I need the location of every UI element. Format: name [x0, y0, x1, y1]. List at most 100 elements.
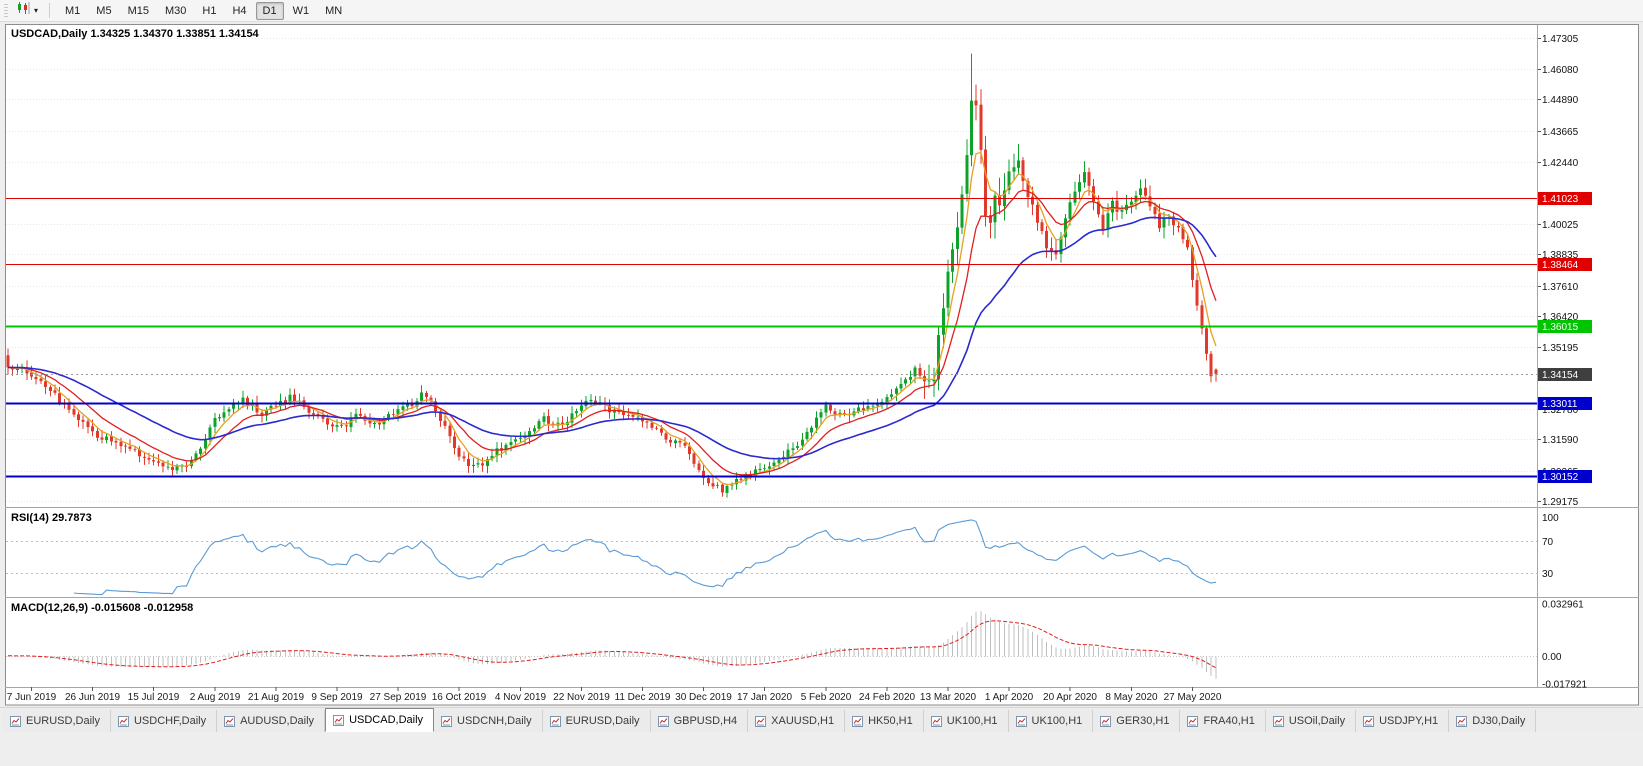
- time-axis-label: 27 May 2020: [1164, 692, 1222, 703]
- current-price-marker: 1.34154: [6, 368, 1592, 381]
- timeframe-button-h4[interactable]: H4: [225, 2, 253, 20]
- macd-axis-label: 0.032961: [1542, 600, 1584, 611]
- chart-tab-dj30-daily[interactable]: DJ30,Daily: [1449, 710, 1537, 732]
- timeframe-button-d1[interactable]: D1: [255, 1, 284, 20]
- chart-tab-label: USDJPY,H1: [1379, 715, 1439, 727]
- timeframe-button-m30[interactable]: M30: [158, 2, 193, 20]
- price-level-badge: [1538, 320, 1592, 333]
- price-axis-tick: 1.32780: [1542, 405, 1579, 416]
- price-axis-tick: 1.37610: [1542, 282, 1579, 293]
- chart-plot-area[interactable]: [6, 25, 1537, 507]
- chart-tab-fra40-h1[interactable]: FRA40,H1: [1180, 710, 1266, 732]
- time-axis-label: 24 Feb 2020: [859, 692, 916, 703]
- price-axis-tick: 1.35195: [1542, 343, 1579, 354]
- rsi-line: [73, 519, 1217, 596]
- time-axis-label: 27 Sep 2019: [370, 692, 427, 703]
- chart-tab-label: USOil,Daily: [1288, 715, 1346, 727]
- price-axis-tick: 1.42440: [1542, 158, 1579, 169]
- chart-tab-label: DJ30,Daily: [1472, 715, 1526, 727]
- chart-tab-usoil-daily[interactable]: USOil,Daily: [1265, 710, 1357, 732]
- time-axis-label: 30 Dec 2019: [675, 692, 732, 703]
- chart-tab-icon: [657, 715, 669, 727]
- chart-tab-label: USDCNH,Daily: [457, 715, 532, 727]
- price-axis-tick: 1.43665: [1542, 127, 1579, 138]
- chart-tab-icon: [852, 715, 864, 727]
- price-level-badge: [1538, 258, 1592, 271]
- chart-tab-label: USDCAD,Daily: [349, 714, 424, 726]
- chart-tab-icon: [441, 715, 453, 727]
- chart-tab-gbpusd-h4[interactable]: GBPUSD,H4: [650, 710, 749, 732]
- time-axis-label: 21 Aug 2019: [248, 692, 305, 703]
- rsi-label: RSI(14) 29.7873: [11, 512, 92, 524]
- chart-tab-ger30-h1[interactable]: GER30,H1: [1093, 710, 1181, 732]
- toolbar-separator: [49, 3, 51, 18]
- chart-tab-uk100-h1[interactable]: UK100,H1: [923, 710, 1009, 732]
- price-axis-tick: 1.29175: [1542, 497, 1579, 508]
- time-axis-label: 8 May 2020: [1105, 692, 1158, 703]
- chart-tab-uk100-h1[interactable]: UK100,H1: [1008, 710, 1094, 732]
- chart-tab-label: UK100,H1: [946, 715, 998, 727]
- chart-tab-usdcnh-daily[interactable]: USDCNH,Daily: [434, 710, 543, 732]
- chart-tab-icon: [224, 715, 236, 727]
- chart-tab-xauusd-h1[interactable]: XAUUSD,H1: [748, 710, 846, 732]
- chart-tab-eurusd-daily[interactable]: EURUSD,Daily: [542, 710, 651, 732]
- time-axis-label: 5 Feb 2020: [801, 692, 852, 703]
- chart-tab-icon: [1015, 715, 1027, 727]
- timeframe-button-m5[interactable]: M5: [89, 2, 118, 20]
- rsi-axis-label: 100: [1542, 513, 1559, 524]
- time-axis[interactable]: 7 Jun 2019 26 Jun 2019 15 Jul 2019 2 Aug 20…: [7, 687, 1222, 703]
- chart-tab-icon: [117, 715, 129, 727]
- macd-axis-label: 0.00: [1542, 652, 1562, 663]
- svg-text:1.33011: 1.33011: [1542, 399, 1578, 410]
- svg-text:1.36015: 1.36015: [1542, 322, 1579, 333]
- svg-text:1.30152: 1.30152: [1542, 472, 1579, 483]
- chart-ohlc-readout: USDCAD,Daily 1.34325 1.34370 1.33851 1.3…: [11, 28, 260, 40]
- moving-average-lines: [7, 151, 1217, 486]
- time-axis-label: 7 Jun 2019: [7, 692, 57, 703]
- dropdown-caret-icon[interactable]: ▾: [34, 5, 39, 15]
- time-axis-label: 2 Aug 2019: [190, 692, 241, 703]
- chart-tab-label: UK100,H1: [1031, 715, 1083, 727]
- chart-type-button[interactable]: ▾: [12, 0, 42, 22]
- macd-histogram: [7, 611, 1217, 679]
- horizontal-lines[interactable]: 1.41023 1.38464 1.36015 1.33011 1.30152: [6, 192, 1592, 483]
- svg-text:1.38464: 1.38464: [1542, 260, 1579, 271]
- chart-tab-label: GBPUSD,H4: [673, 715, 738, 727]
- toolbar-grip[interactable]: [4, 3, 8, 18]
- chart-tab-icon: [930, 715, 942, 727]
- price-level-badge: [1538, 397, 1592, 410]
- macd-label: MACD(12,26,9) -0.015608 -0.012958: [11, 602, 193, 614]
- macd-pane[interactable]: 0.032961 0.00 -0.017921 MACD(12,26,9) -0.01…: [6, 600, 1587, 691]
- timeframe-button-w1[interactable]: W1: [286, 2, 317, 20]
- time-axis-label: 1 Apr 2020: [985, 692, 1034, 703]
- slow-ma-line: [7, 216, 1217, 460]
- chart-tab-usdjpy-h1[interactable]: USDJPY,H1: [1356, 710, 1450, 732]
- svg-text:1.34154: 1.34154: [1542, 370, 1579, 381]
- medium-ma-line: [7, 189, 1217, 476]
- price-chart-svg[interactable]: 1.47305 1.46080 1.44890 1.43665 1.42440 1.400…: [0, 0, 1643, 707]
- chart-tab-label: USDCHF,Daily: [133, 715, 207, 727]
- time-axis-label: 4 Nov 2019: [495, 692, 547, 703]
- timeframe-button-m15[interactable]: M15: [121, 2, 156, 20]
- chart-tab-eurusd-daily[interactable]: EURUSD,Daily: [3, 710, 111, 732]
- price-level-badge: [1538, 192, 1592, 205]
- timeframe-button-h1[interactable]: H1: [195, 2, 223, 20]
- chart-tab-icon: [1187, 715, 1199, 727]
- chart-tab-hk50-h1[interactable]: HK50,H1: [845, 710, 924, 732]
- price-axis-tick: 1.44890: [1542, 95, 1579, 106]
- chart-tab-usdchf-daily[interactable]: USDCHF,Daily: [110, 710, 218, 732]
- chart-tab-icon: [755, 715, 767, 727]
- rsi-axis-label: 30: [1542, 569, 1554, 580]
- rsi-pane[interactable]: 100 70 30 RSI(14) 29.7873: [6, 512, 1559, 596]
- timeframe-button-mn[interactable]: MN: [318, 2, 349, 20]
- chart-tab-audusd-daily[interactable]: AUDUSD,Daily: [217, 710, 326, 732]
- chart-tab-usdcad-daily[interactable]: USDCAD,Daily: [325, 708, 435, 732]
- price-axis-tick: 1.31590: [1542, 435, 1579, 446]
- price-level-badge: [1538, 470, 1592, 483]
- macd-signal-line: [8, 620, 1217, 669]
- time-axis-label: 17 Jan 2020: [737, 692, 792, 703]
- price-axis-tick: 1.38835: [1542, 250, 1579, 261]
- chart-tab-label: FRA40,H1: [1203, 715, 1255, 727]
- timeframe-button-m1[interactable]: M1: [58, 2, 87, 20]
- time-axis-label: 26 Jun 2019: [65, 692, 120, 703]
